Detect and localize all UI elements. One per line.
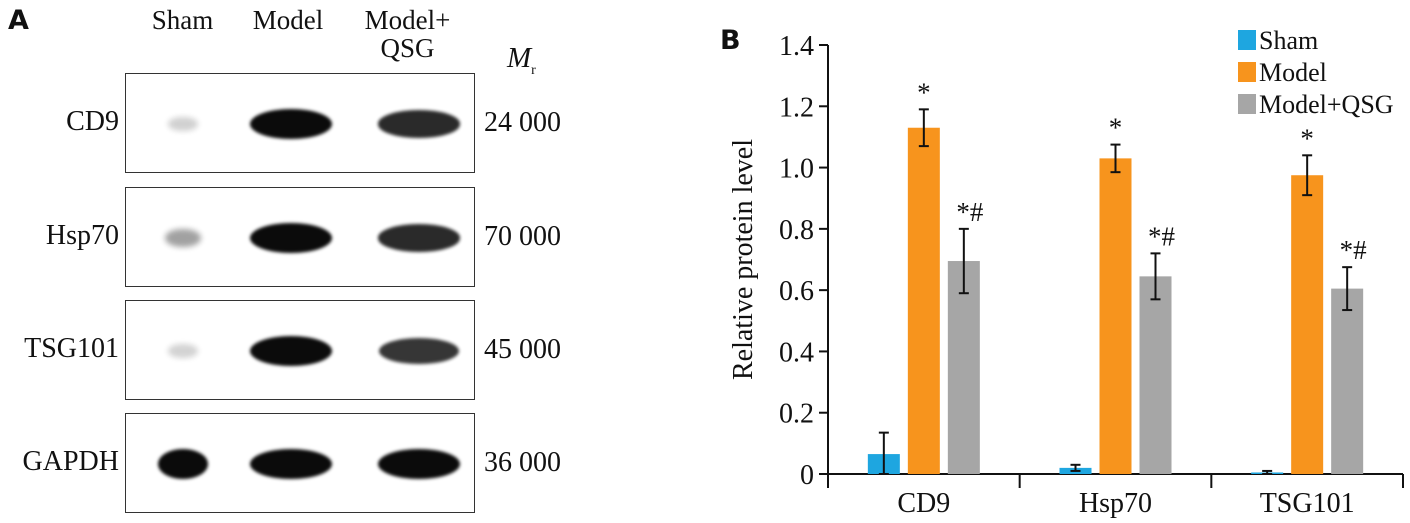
legend-swatch-model-qsg <box>1238 94 1256 114</box>
band-hsp70-lane-1 <box>165 229 201 247</box>
significance-mark: * <box>917 77 931 107</box>
mw-label-tsg101: 45 000 <box>484 334 561 365</box>
band-tsg101-lane-2 <box>250 336 332 366</box>
blot-tsg101 <box>125 300 475 400</box>
blot-gapdh <box>125 413 475 513</box>
mw-label-cd9: 24 000 <box>484 107 561 138</box>
bar-model-qsg-hsp70 <box>1139 276 1172 474</box>
band-gapdh-lane-3 <box>378 449 460 479</box>
legend-label: Model <box>1259 58 1327 87</box>
y-tick-label: 0.4 <box>779 337 814 368</box>
blot-hsp70 <box>125 187 475 287</box>
mw-label-gapdh: 36 000 <box>484 447 561 478</box>
mr-label: Mr <box>507 42 536 79</box>
significance-mark: * <box>1109 113 1123 143</box>
blot-cd9 <box>125 73 475 173</box>
bar-model-qsg-tsg101 <box>1331 288 1364 474</box>
band-cd9-lane-1 <box>168 117 198 131</box>
y-tick-label: 0 <box>800 460 814 491</box>
mr-symbol: M <box>507 42 532 74</box>
band-tsg101-lane-1 <box>168 344 198 358</box>
mr-subscript: r <box>531 62 536 78</box>
legend-label: Sham <box>1259 26 1318 55</box>
x-tick-label: TSG101 <box>1260 488 1355 519</box>
bar-model-tsg101 <box>1291 175 1324 474</box>
legend-swatch-sham <box>1238 30 1256 50</box>
band-cd9-lane-3 <box>378 110 460 138</box>
y-tick-label: 0.2 <box>779 399 814 430</box>
protein-label-cd9: CD9 <box>66 106 119 137</box>
lane-label-model-qsg: Model+ QSG <box>364 5 451 63</box>
protein-label-hsp70: Hsp70 <box>45 220 119 251</box>
band-hsp70-lane-2 <box>250 223 332 253</box>
y-tick-label: 0.8 <box>779 215 814 246</box>
y-tick-label: 1.2 <box>779 92 814 123</box>
y-tick-label: 1.4 <box>779 31 814 62</box>
bar-model-hsp70 <box>1099 158 1132 474</box>
lane-label-sham: Sham <box>151 5 214 35</box>
mw-label-hsp70: 70 000 <box>484 221 561 252</box>
legend-label: Model+QSG <box>1259 90 1394 119</box>
lane-label-model: Model <box>252 5 324 35</box>
band-gapdh-lane-2 <box>250 449 332 479</box>
bar-model-cd9 <box>907 127 940 474</box>
bar-chart: 0 0.2 0.4 0.6 0.8 1.0 1.2 1.4 Relative protein l… <box>728 26 1404 519</box>
significance-mark: *# <box>1340 235 1368 265</box>
band-gapdh-lane-1 <box>158 449 208 479</box>
bar-model-qsg-cd9 <box>947 261 980 474</box>
significance-mark: *# <box>956 197 984 227</box>
band-tsg101-lane-3 <box>378 337 460 365</box>
band-cd9-lane-2 <box>250 109 332 139</box>
band-hsp70-lane-3 <box>378 224 460 252</box>
panel-b-letter: B <box>720 25 741 56</box>
significance-mark: *# <box>1148 221 1176 251</box>
significance-mark: * <box>1300 123 1314 153</box>
protein-label-gapdh: GAPDH <box>22 446 119 477</box>
x-tick-label: CD9 <box>897 488 950 519</box>
x-tick-label: Hsp70 <box>1079 488 1152 519</box>
y-axis-label: Relative protein level <box>728 139 759 380</box>
y-tick-label: 0.6 <box>779 276 814 307</box>
panel-a-letter: A <box>8 5 29 36</box>
legend-swatch-model <box>1238 62 1256 82</box>
y-tick-label: 1.0 <box>779 154 814 185</box>
protein-label-tsg101: TSG101 <box>24 333 119 364</box>
